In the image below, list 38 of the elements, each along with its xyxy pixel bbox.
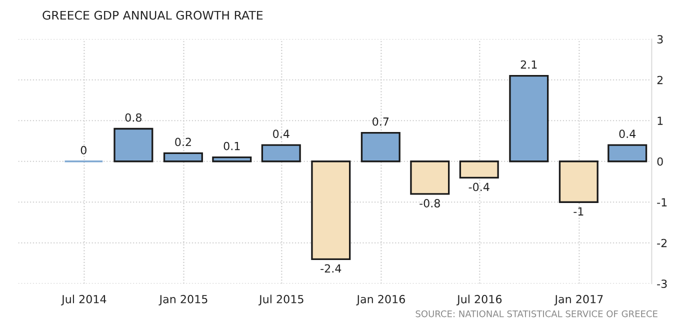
data-label: -2.4 bbox=[320, 264, 342, 273]
x-tick-label: Jan 2016 bbox=[356, 294, 405, 306]
bar bbox=[459, 160, 499, 179]
data-label: -1 bbox=[574, 207, 584, 216]
data-label: 0.4 bbox=[273, 130, 290, 138]
data-label: 0.2 bbox=[175, 138, 191, 146]
y-tick-label: -3 bbox=[657, 280, 667, 288]
bar bbox=[114, 128, 154, 162]
data-label: 0 bbox=[80, 146, 86, 154]
chart-title: GREECE GDP ANNUAL GROWTH RATE bbox=[42, 10, 263, 20]
y-tick-label: 1 bbox=[658, 116, 663, 125]
x-tick-label: Jul 2016 bbox=[456, 294, 502, 306]
x-tick-label: Jan 2017 bbox=[554, 294, 603, 306]
data-label: -0.4 bbox=[468, 182, 490, 192]
x-tick-label: Jul 2015 bbox=[258, 294, 304, 306]
y-tick-label: 2 bbox=[657, 76, 663, 84]
bar bbox=[360, 132, 400, 162]
data-label: 0.7 bbox=[372, 117, 389, 126]
bar bbox=[212, 156, 252, 162]
y-tick-label: 0 bbox=[657, 157, 663, 166]
data-label: 0.1 bbox=[224, 142, 240, 150]
data-label: 0.8 bbox=[125, 113, 142, 122]
bar bbox=[509, 74, 549, 162]
x-tick-label: Jul 2014 bbox=[61, 294, 106, 306]
data-label: 2.1 bbox=[520, 60, 537, 69]
bar bbox=[311, 160, 351, 260]
data-label: 0.4 bbox=[619, 130, 636, 138]
data-label: -0.8 bbox=[420, 199, 440, 208]
bar bbox=[558, 160, 598, 203]
x-tick-label: Jan 2015 bbox=[158, 294, 208, 306]
y-tick-label: -2 bbox=[657, 238, 667, 248]
bar bbox=[163, 152, 203, 162]
bar bbox=[608, 144, 648, 162]
bar bbox=[261, 144, 301, 162]
bar bbox=[410, 160, 450, 195]
y-tick-label: -1 bbox=[657, 198, 667, 206]
y-tick-label: 3 bbox=[657, 35, 663, 44]
source-note: SOURCE: NATIONAL STATISTICAL SERVICE OF GREECE bbox=[416, 310, 658, 318]
